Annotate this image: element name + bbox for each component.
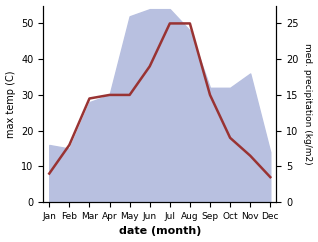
Y-axis label: med. precipitation (kg/m2): med. precipitation (kg/m2) — [303, 43, 313, 165]
Y-axis label: max temp (C): max temp (C) — [5, 70, 16, 138]
X-axis label: date (month): date (month) — [119, 227, 201, 236]
